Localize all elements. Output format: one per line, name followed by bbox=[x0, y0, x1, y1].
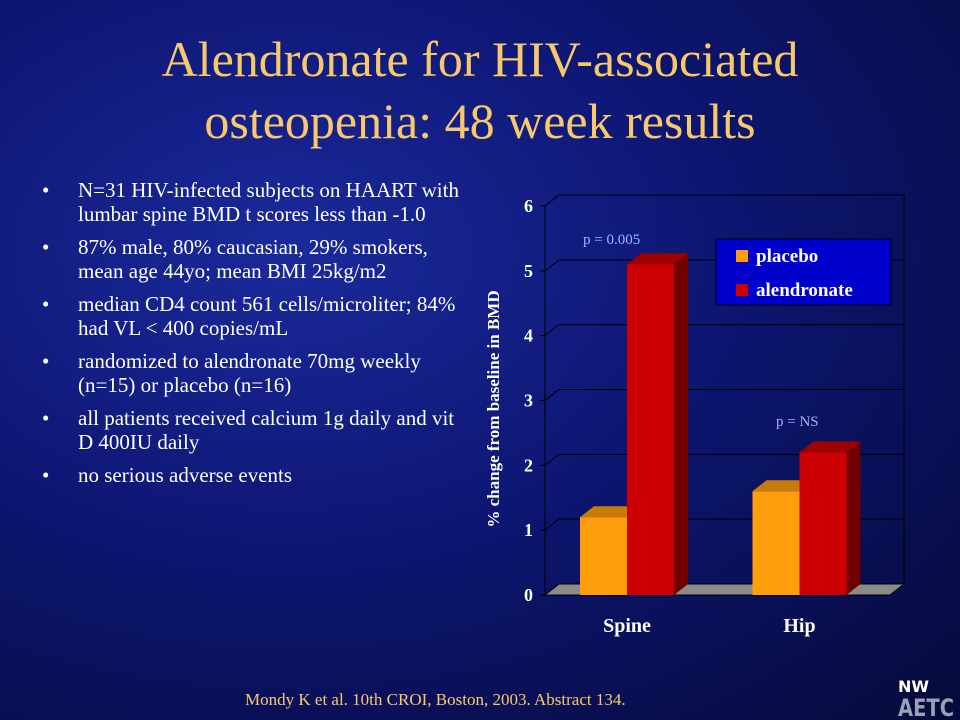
citation: Mondy K et al. 10th CROI, Boston, 2003. … bbox=[245, 690, 626, 709]
bar-front bbox=[627, 264, 674, 595]
gridline-side bbox=[544, 518, 560, 531]
legend-swatch-alendronate bbox=[736, 284, 748, 296]
x-category-label: Spine bbox=[603, 615, 651, 637]
bar-front bbox=[580, 517, 627, 595]
bullet-item: 87% male, 80% caucasian, 29% smokers, me… bbox=[40, 235, 460, 283]
slide-title: Alendronate for HIV-associated osteopeni… bbox=[0, 28, 960, 152]
chart-legend: placebo alendronate bbox=[715, 238, 892, 306]
y-tick-label: 1 bbox=[524, 520, 533, 540]
slide-title-line: Alendronate for HIV-associated bbox=[161, 31, 799, 87]
bar-top bbox=[752, 480, 814, 492]
y-axis-label: % change from baseline in BMD bbox=[484, 290, 503, 527]
gridline-side bbox=[544, 259, 560, 272]
bullet-item: median CD4 count 561 cells/microliter; 8… bbox=[40, 292, 460, 340]
y-tick-label: 5 bbox=[524, 261, 533, 281]
y-tick-label: 0 bbox=[524, 585, 533, 605]
gridline-side bbox=[544, 194, 560, 207]
legend-label-alendronate: alendronate bbox=[756, 280, 853, 301]
legend-swatch-placebo bbox=[736, 250, 748, 262]
bullet-item: randomized to alendronate 70mg weekly (n… bbox=[40, 349, 460, 397]
bar-front bbox=[752, 491, 800, 595]
legend-label-placebo: placebo bbox=[756, 246, 818, 267]
bmd-bar-chart: 0 1 2 3 4 5 6 Spine Hip % change from baseline i… bbox=[484, 194, 906, 637]
p-value-annotation-hip: p = NS bbox=[776, 414, 819, 430]
bar-alendronate-hip bbox=[799, 441, 861, 595]
nw-aetc-logo: NW AETC bbox=[898, 677, 954, 718]
logo-text-bottom: AETC bbox=[898, 694, 954, 718]
bullet-item: all patients received calcium 1g daily a… bbox=[40, 406, 460, 454]
bar-top bbox=[627, 253, 688, 265]
bullet-item: no serious adverse events bbox=[40, 463, 460, 487]
y-tick-label: 6 bbox=[524, 196, 533, 216]
bar-side bbox=[846, 441, 861, 595]
bar-side bbox=[674, 253, 688, 595]
y-tick-label: 2 bbox=[524, 455, 533, 475]
bar-alendronate-spine bbox=[627, 253, 688, 595]
gridline-side bbox=[544, 453, 560, 466]
logo-text-top: NW bbox=[898, 677, 929, 696]
p-value-annotation-spine: p = 0.005 bbox=[583, 232, 640, 248]
chart-axes: 0 1 2 3 4 5 6 Spine Hip bbox=[524, 196, 816, 637]
bullet-list: N=31 HIV-infected subjects on HAART with… bbox=[40, 178, 460, 496]
y-tick-label: 3 bbox=[524, 391, 533, 411]
slide-title-line: osteopenia: 48 week results bbox=[204, 93, 756, 149]
x-category-label: Hip bbox=[783, 615, 815, 637]
bullet-item: N=31 HIV-infected subjects on HAART with… bbox=[40, 178, 460, 226]
bar-front bbox=[799, 452, 847, 595]
chart-bars bbox=[580, 253, 861, 595]
gridline-side bbox=[544, 389, 560, 401]
bar-top bbox=[580, 506, 641, 518]
y-tick-label: 4 bbox=[524, 326, 533, 346]
gridline-side bbox=[544, 324, 560, 337]
bar-top bbox=[799, 441, 861, 453]
